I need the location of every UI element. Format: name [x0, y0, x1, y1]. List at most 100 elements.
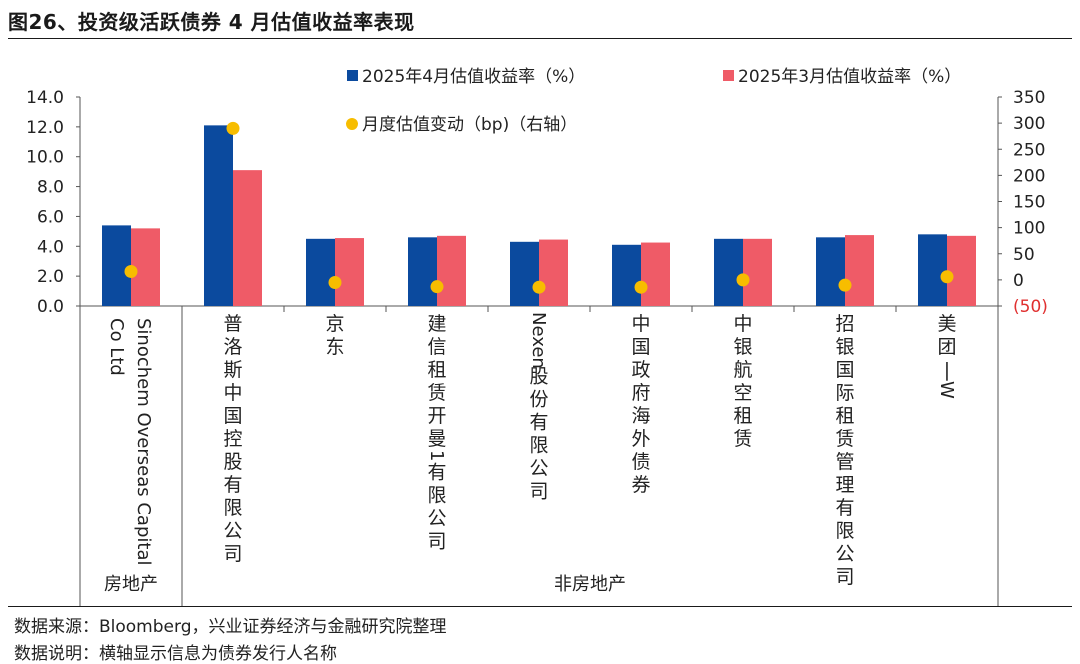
legend-label-mar: 2025年3月估值收益率（%）	[738, 67, 961, 87]
legend-label-apr: 2025年4月估值收益率（%）	[362, 67, 585, 87]
category-label: 外	[631, 428, 650, 450]
right-tick-label: 300	[1013, 114, 1045, 134]
category-label: 公	[427, 508, 446, 530]
bar-apr	[816, 237, 845, 306]
group-label: 非房地产	[554, 574, 626, 595]
category-label: 司	[223, 543, 242, 565]
left-tick-label: 0.0	[37, 297, 64, 317]
category-label: 斯	[223, 359, 242, 381]
right-tick-label: 150	[1013, 193, 1045, 213]
category-label: Nexen	[528, 312, 549, 369]
bar-apr	[510, 241, 539, 306]
category-label: 租	[835, 405, 854, 427]
bar-apr	[306, 238, 335, 306]
category-label: 赁	[835, 428, 854, 450]
bars	[102, 125, 976, 306]
legend-marker-change	[346, 118, 358, 130]
right-tick-label: 50	[1013, 245, 1035, 265]
category-label: 公	[223, 520, 242, 542]
category-label: 有	[529, 412, 548, 434]
category-label: 限	[835, 520, 854, 542]
category-label: 有	[427, 462, 446, 484]
category-label: 有	[835, 497, 854, 519]
category-label: 曼	[427, 428, 446, 450]
left-tick-label: 12.0	[26, 118, 64, 138]
category-label: 赁	[427, 382, 446, 404]
category-label: 政	[631, 359, 650, 381]
category-label-group: Sinochem Overseas Capital Co Ltd	[106, 318, 154, 565]
category-label: 份	[529, 389, 548, 411]
left-tick-label: 14.0	[26, 88, 64, 108]
right-tick-label: 250	[1013, 140, 1045, 160]
group-label: 房地产	[104, 574, 158, 595]
bar-mar	[845, 235, 874, 306]
category-label: 招	[835, 313, 854, 335]
category-label-group: 美团|W	[936, 313, 957, 399]
category-label: 限	[427, 485, 446, 507]
bar-apr	[102, 225, 131, 306]
explanation-note: 数据说明：横轴显示信息为债券发行人名称	[14, 644, 337, 664]
bar-mar	[539, 239, 568, 306]
change-marker	[124, 265, 138, 279]
category-label: 美	[937, 313, 956, 335]
category-label: 司	[529, 481, 548, 503]
top-rule	[8, 38, 1072, 39]
category-label: 限	[529, 435, 548, 457]
right-tick-label: 0	[1013, 271, 1024, 291]
category-label: 银	[733, 336, 752, 358]
category-label: 券	[631, 474, 650, 496]
bar-mar	[335, 238, 364, 306]
legend-swatch-apr	[347, 70, 358, 81]
category-label: 租	[427, 359, 446, 381]
bar-apr	[918, 234, 947, 306]
left-tick-label: 8.0	[37, 178, 64, 198]
category-label: 控	[223, 428, 242, 450]
category-label: 中	[631, 313, 650, 335]
change-markers	[124, 121, 954, 294]
bar-apr	[612, 244, 641, 306]
legend-swatch-mar	[723, 70, 734, 81]
change-marker	[430, 280, 444, 294]
category-label: 1	[426, 450, 447, 461]
category-label: 航	[733, 359, 752, 381]
change-marker	[226, 121, 240, 135]
bar-mar	[743, 238, 772, 306]
right-tick-label: 350	[1013, 88, 1045, 108]
change-marker	[940, 270, 954, 284]
category-label: 中	[733, 313, 752, 335]
bar-apr	[714, 238, 743, 306]
category-label: |	[944, 359, 950, 381]
left-tick-label: 2.0	[37, 267, 64, 287]
category-label-group: 京东	[325, 313, 344, 358]
category-label: 洛	[223, 336, 242, 358]
bar-mar	[947, 235, 976, 306]
category-label: Sinochem Overseas Capital	[133, 318, 154, 565]
category-label: 府	[631, 382, 650, 404]
left-tick-label: 6.0	[37, 207, 64, 227]
category-label: 建	[427, 313, 446, 335]
legend: 2025年4月估值收益率（%） 2025年3月估值收益率（%） 月度估值变动（b…	[346, 67, 961, 135]
category-label: 银	[835, 336, 854, 358]
category-label: W	[936, 381, 957, 399]
category-label: 有	[223, 474, 242, 496]
right-tick-label: (50)	[1013, 297, 1048, 317]
category-label: 空	[733, 382, 752, 404]
category-label: 赁	[733, 428, 752, 450]
category-label: 限	[223, 497, 242, 519]
category-label: 普	[223, 313, 242, 335]
category-label: 司	[427, 531, 446, 553]
category-label: 京	[325, 313, 344, 335]
category-label: Co Ltd	[106, 318, 127, 376]
category-label: 中	[223, 382, 242, 404]
category-label: 股	[529, 366, 548, 388]
category-label: 租	[733, 405, 752, 427]
legend-label-change: 月度估值变动（bp)（右轴）	[362, 115, 577, 135]
category-label: 管	[835, 451, 854, 473]
bar-mar	[233, 170, 262, 306]
